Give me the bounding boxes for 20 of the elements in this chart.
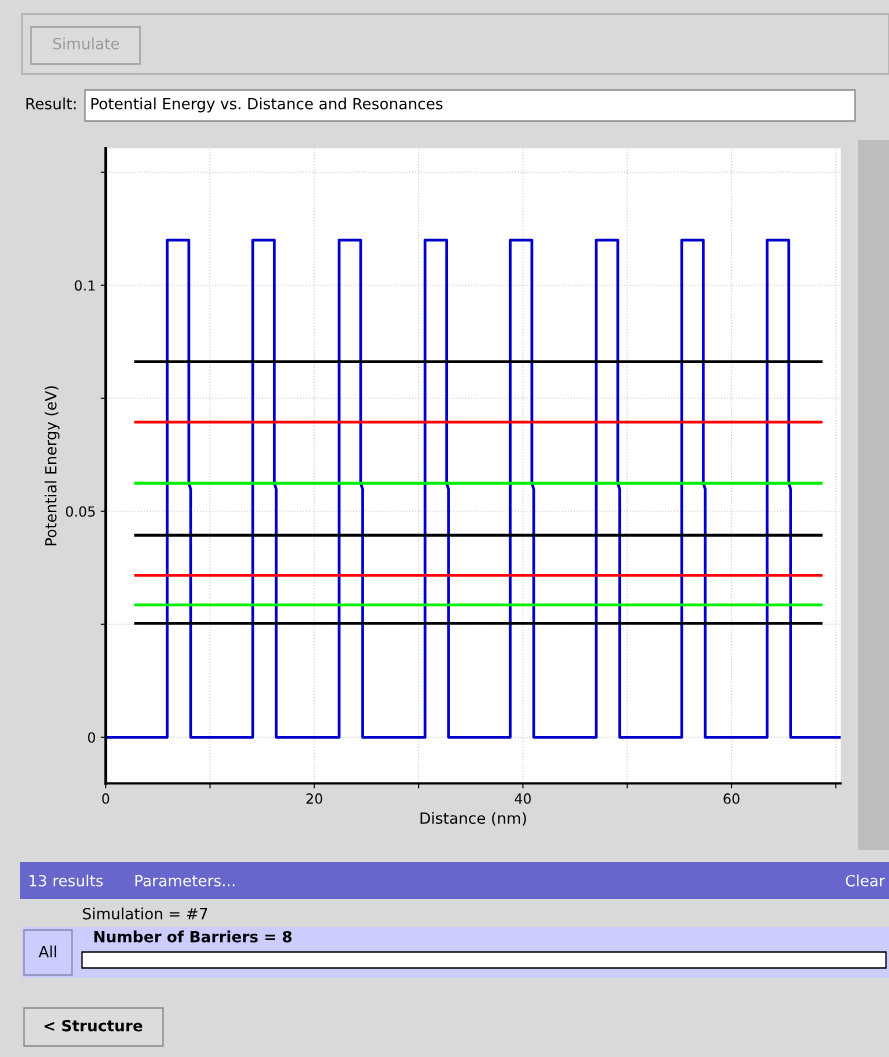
x-tick-label: 20 (306, 793, 323, 804)
text: All (38, 945, 57, 958)
line-series (105, 238, 841, 739)
text: Result: (26, 97, 76, 110)
y-tick-label: 0.05 (65, 506, 95, 517)
y-tick-label: 0 (88, 732, 96, 743)
text: Simulation = #7 (83, 907, 208, 920)
text: Clear (845, 874, 885, 887)
chart-title: Potential Energy vs. Distance and Resonances (91, 97, 443, 113)
x-axis-title: Distance (nm) (420, 812, 526, 826)
y-axis-title: Potential Energy (eV) (44, 386, 60, 546)
x-tick-label: 40 (514, 793, 531, 804)
x-tick-label: 60 (723, 793, 740, 804)
text: Parameters... (135, 875, 235, 887)
text: < Structure (44, 1019, 143, 1032)
x-tick-label: 0 (102, 793, 110, 804)
text: 13 results (29, 874, 103, 887)
y-tick-label: 0.1 (74, 280, 95, 291)
text: Number of Barriers = 8 (94, 930, 292, 943)
text: Simulate (53, 37, 119, 50)
